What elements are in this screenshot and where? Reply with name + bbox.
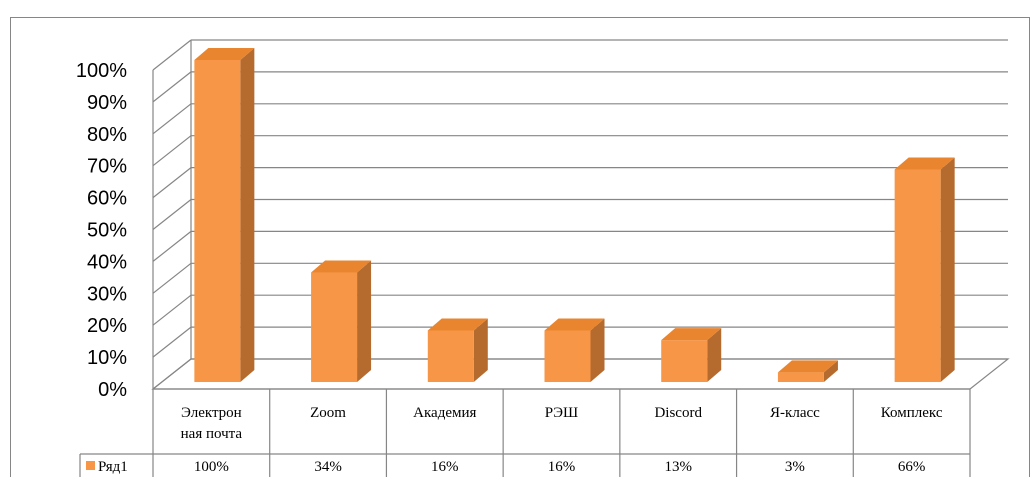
gridline-side [152,326,192,358]
bar-side [590,318,605,382]
bar [194,48,255,382]
legend-label: Ряд1 [98,459,128,475]
bar-front [427,330,474,382]
y-axis-ticks: 0% 10% 20% 30% 40% 50% 60% 70% 80% 90% 100% [76,60,127,401]
chart-frame [10,17,1030,477]
value-label: 16% [548,459,576,475]
bar-front [544,330,591,382]
category-label: Комплекс [881,405,943,421]
gridline-side [152,135,192,167]
legend-swatch [86,461,95,470]
y-tick-label: 80% [87,124,127,146]
gridline-side [152,262,192,294]
category-label: Электрон [181,405,242,421]
gridline-side [152,167,192,199]
bar-top [894,157,955,170]
y-tick-label: 70% [87,156,127,178]
bar [427,318,488,382]
value-label: 16% [431,459,459,475]
y-tick-label: 90% [87,92,127,114]
gridline-side [152,230,192,262]
y-tick-label: 60% [87,188,127,210]
bar [777,360,838,382]
y-tick-label: 0% [98,379,127,401]
bar [661,328,722,382]
bar-side [357,260,372,382]
data-table: Электрон ная почта Zoom Академия РЭШ Discord Я… [79,388,971,477]
bar-front [311,272,358,382]
category-label: Zoom [310,405,346,421]
bars [194,48,955,382]
bar-front [777,372,824,382]
gridline-side [152,199,192,230]
y-tick-label: 30% [87,283,127,305]
y-tick-label: 50% [87,220,127,242]
value-label: 66% [898,459,926,475]
gridline-side [152,71,192,103]
category-label: Я-класс [770,405,820,421]
category-label: РЭШ [545,405,578,421]
y-tick-label: 20% [87,315,127,337]
y-tick-label: 40% [87,251,127,273]
bar-top [544,318,605,331]
bar-top [311,260,372,273]
y-tick-label: 100% [76,60,127,82]
bar-front [661,340,708,382]
value-label: 3% [785,459,805,475]
bar-side [823,360,838,382]
bar-top [427,318,488,331]
bar-side [473,318,488,382]
bar-side [707,328,722,382]
y-tick-label: 10% [87,347,127,369]
gridline-side [152,39,192,71]
category-label: Discord [654,405,702,421]
bar [894,157,955,382]
bar-top [661,328,722,341]
value-label: 13% [664,459,692,475]
bar-side [240,48,255,382]
bar-top [777,360,838,373]
bar-top [194,48,255,60]
bar-front [894,169,941,382]
bar-side [940,157,955,382]
gridline-side [152,103,192,135]
bar [311,260,372,382]
value-label: 34% [314,459,342,475]
value-label: 100% [194,459,229,475]
category-label: ная почта [181,426,243,442]
grid [151,39,1010,390]
gridline-side [152,294,192,326]
bar [544,318,605,382]
bar-front [194,60,241,382]
category-label: Академия [413,405,476,421]
